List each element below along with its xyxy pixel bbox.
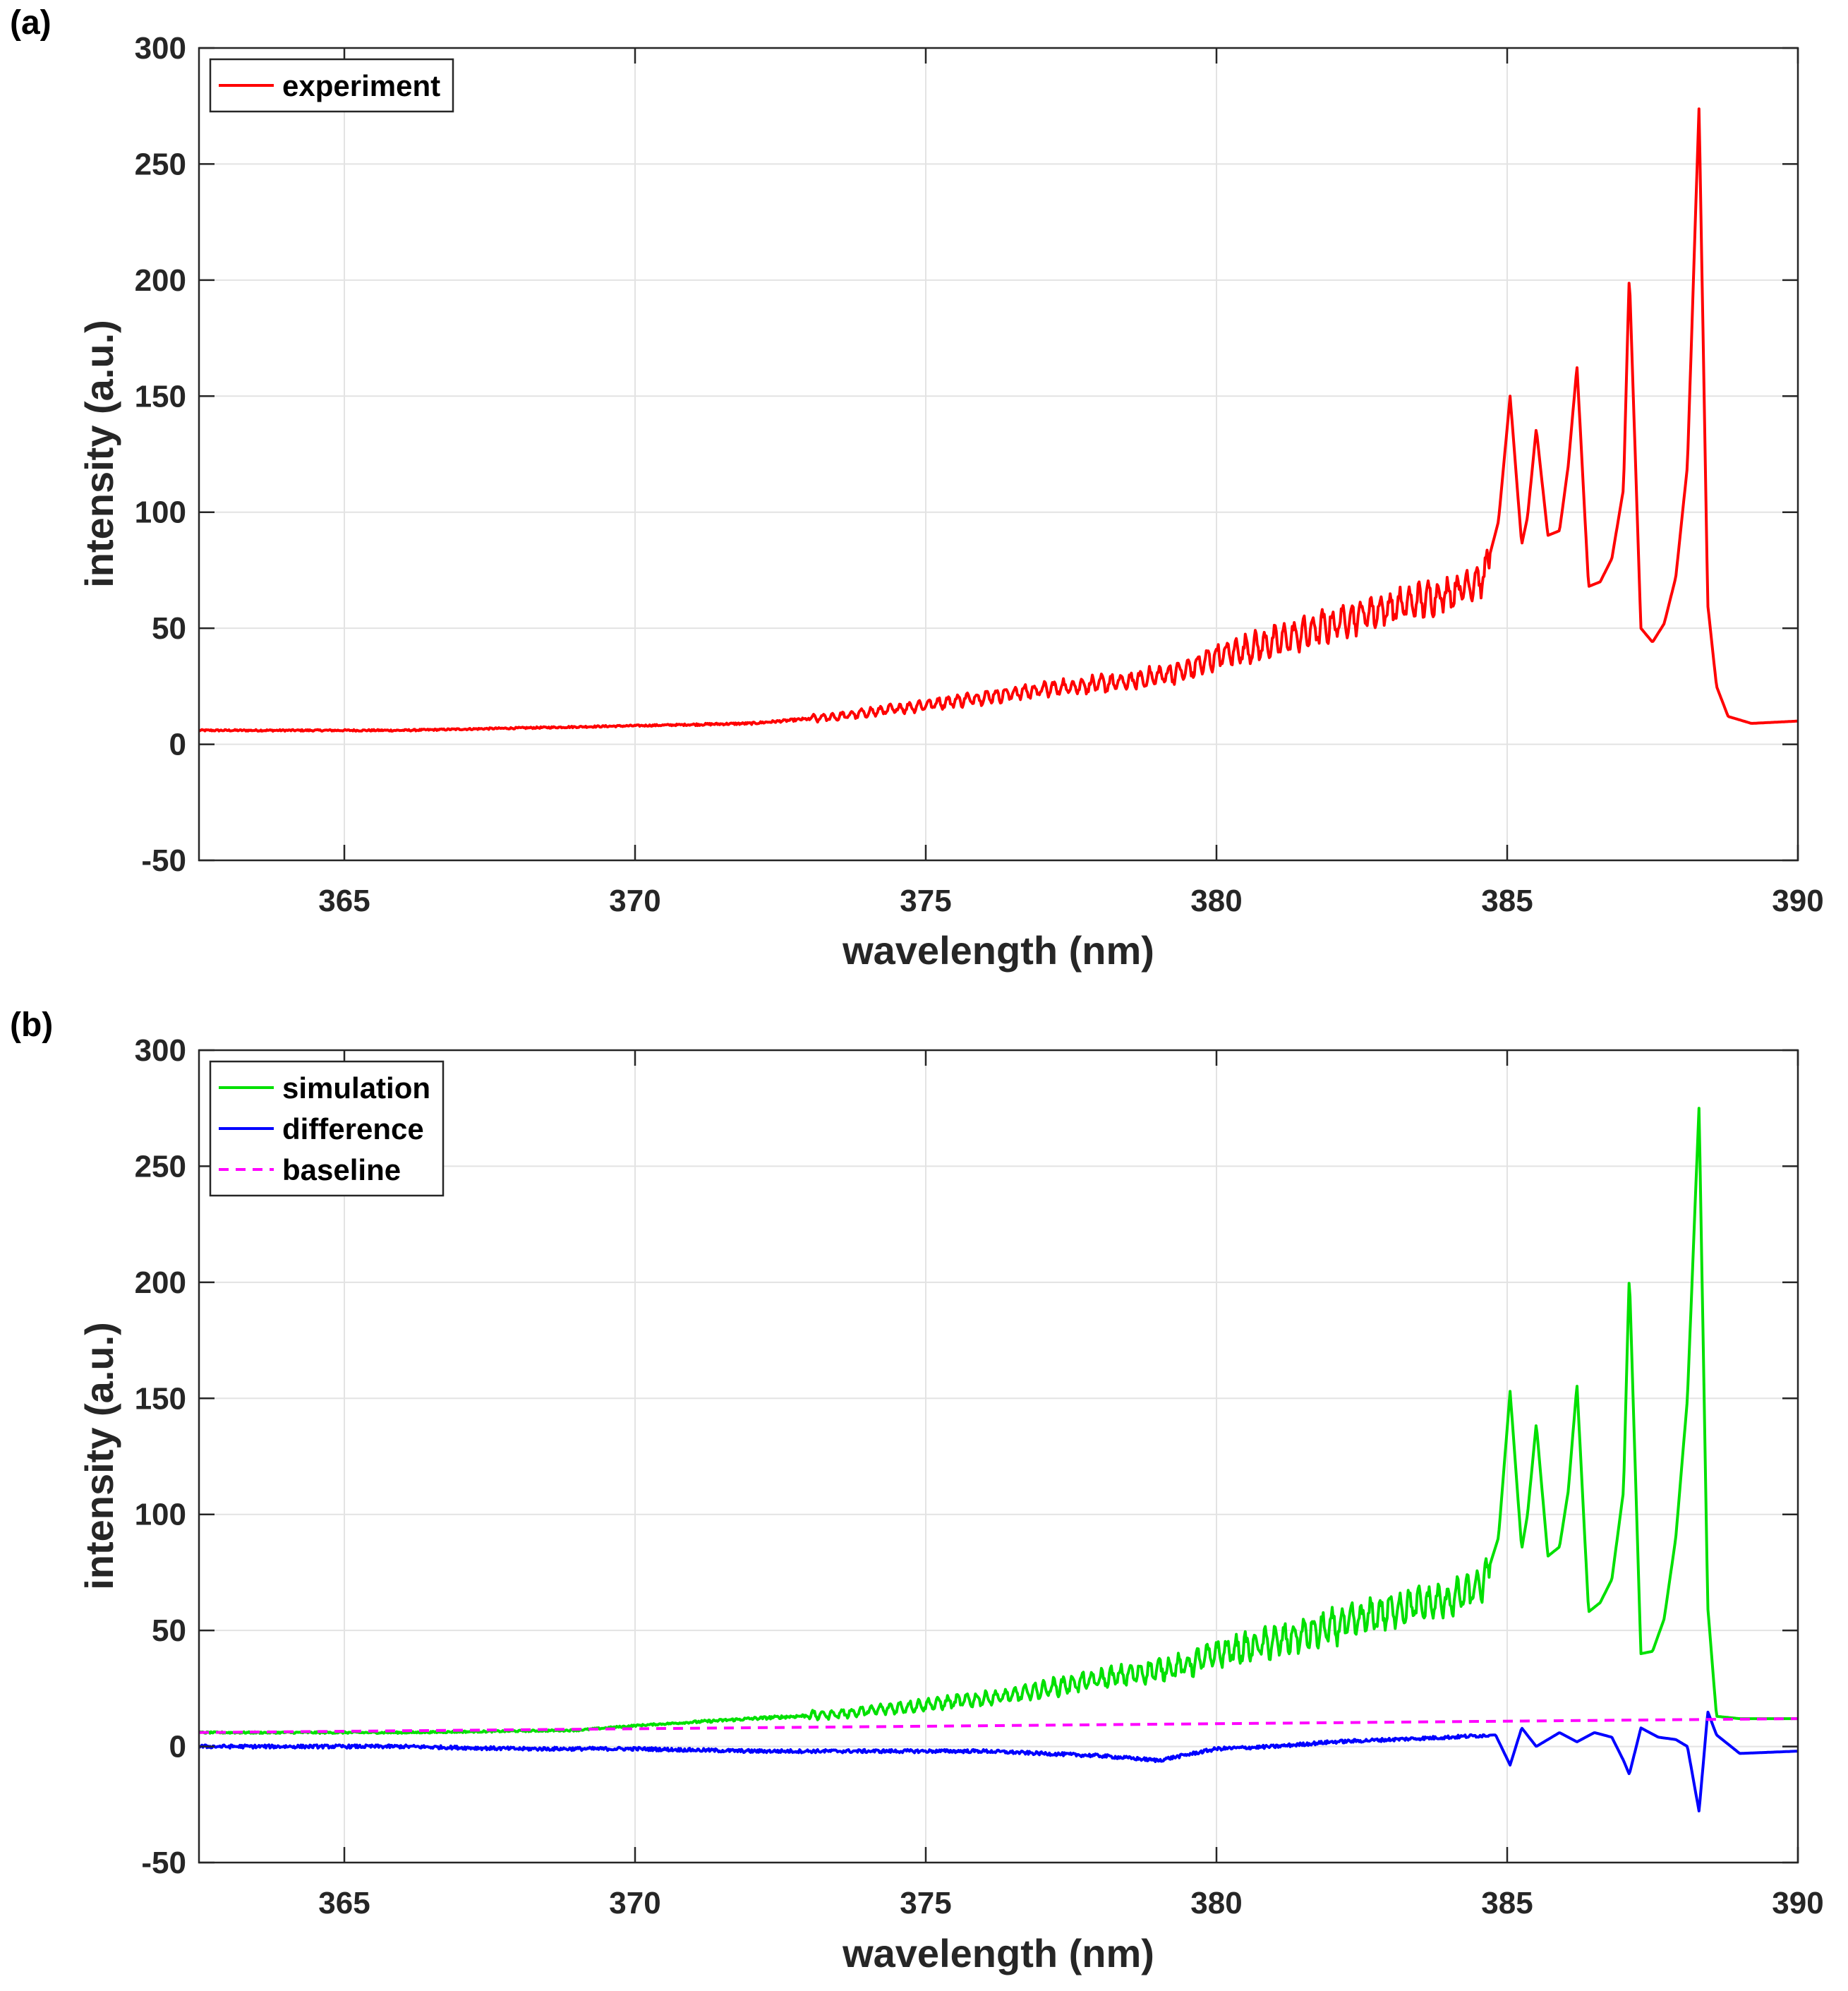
- panel-b-series-baseline: [198, 1717, 1799, 1734]
- panel-b-legend-label-simulation: simulation: [282, 1071, 430, 1105]
- panel-b-ytick-label-300: 300: [135, 1033, 186, 1068]
- panel-b-ytick-label-250: 250: [135, 1149, 186, 1184]
- panel-b-xtick-label-370: 370: [609, 1886, 660, 1920]
- panel-b-ticks: 365 370 375 380 385 390 -50 0 50 100 150 200 250 300: [135, 1033, 1824, 1920]
- panel-a-legend: experiment: [209, 58, 454, 113]
- panel-b-ylabel: intensity (a.u.): [77, 1322, 121, 1590]
- panel-a-ylabel: intensity (a.u.): [77, 320, 121, 588]
- panel-a-label: (a): [10, 4, 52, 42]
- panel-a-series-experiment: [198, 107, 1799, 733]
- panel-b-xtick-label-390: 390: [1772, 1886, 1823, 1920]
- panel-a-ytick-label-200: 200: [135, 263, 186, 298]
- panel-b-ytick-label-50: 50: [152, 1613, 186, 1648]
- panel-b-xtick-label-375: 375: [900, 1886, 951, 1920]
- panel-a-xtick-label-385: 385: [1481, 884, 1533, 918]
- panel-a-grid: [199, 47, 1799, 861]
- panel-b-legend: simulation difference baseline: [209, 1060, 445, 1197]
- panel-a-ytick-label--50: -50: [141, 843, 186, 878]
- panel-a-ytick-label-300: 300: [135, 31, 186, 66]
- panel-a-series: [198, 107, 1799, 733]
- panel-b-series-difference: [198, 1710, 1799, 1812]
- panel-a-xtick-label-380: 380: [1190, 884, 1242, 918]
- panel-b-ytick-label-150: 150: [135, 1381, 186, 1416]
- panel-b-series-simulation: [198, 1107, 1799, 1735]
- panel-b-xtick-label-365: 365: [318, 1886, 370, 1920]
- panel-a-ticks: 365 370 375 380 385 390 -50 0 50 100 150 200 250 300: [135, 31, 1824, 918]
- panel-b-ytick-label--50: -50: [141, 1846, 186, 1880]
- panel-b-xtick-label-380: 380: [1190, 1886, 1242, 1920]
- panel-b-ytick-label-200: 200: [135, 1265, 186, 1300]
- panel-b-ytick-label-100: 100: [135, 1498, 186, 1532]
- panel-b-series: [198, 1107, 1799, 1812]
- panel-a-xtick-label-390: 390: [1772, 884, 1823, 918]
- panel-a-xtick-label-365: 365: [318, 884, 370, 918]
- panel-b-xtick-label-385: 385: [1481, 1886, 1533, 1920]
- panel-b-simulation: (b) 365 370 375 380 385 390 -50 0 50 100 150 200 250…: [10, 1006, 1824, 1975]
- panel-a-xtick-label-375: 375: [900, 884, 951, 918]
- panel-b-label: (b): [10, 1006, 53, 1044]
- panel-b-legend-label-difference: difference: [282, 1112, 424, 1145]
- panel-a-experiment: (a) 365 370 375 380 385 390 -50 0 50 100 150 200 250…: [10, 4, 1824, 973]
- panel-a-ytick-label-150: 150: [135, 379, 186, 414]
- panel-a-axes-frame: [198, 47, 1799, 862]
- panel-a-ytick-label-250: 250: [135, 147, 186, 181]
- panel-b-legend-label-baseline: baseline: [282, 1153, 401, 1186]
- panel-b-axes-frame: [198, 1049, 1799, 1864]
- panel-a-ytick-label-100: 100: [135, 495, 186, 530]
- panel-a-legend-label-experiment: experiment: [282, 69, 440, 102]
- panel-a-xlabel: wavelength (nm): [842, 928, 1154, 973]
- panel-b-ytick-label-0: 0: [169, 1730, 186, 1764]
- panel-a-ytick-label-50: 50: [152, 611, 186, 646]
- panel-a-xtick-label-370: 370: [609, 884, 660, 918]
- panel-b-xlabel: wavelength (nm): [842, 1931, 1154, 1975]
- panel-a-ytick-label-0: 0: [169, 728, 186, 762]
